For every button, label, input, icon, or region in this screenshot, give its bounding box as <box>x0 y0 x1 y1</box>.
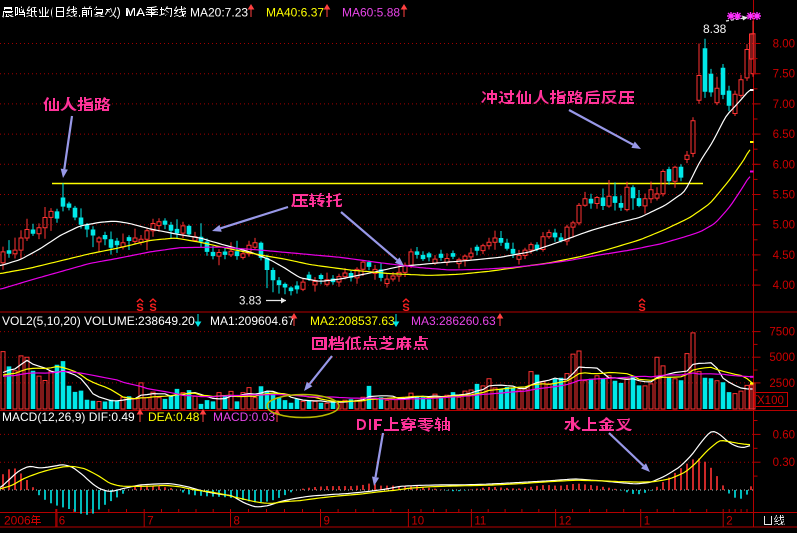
svg-text:5.50: 5.50 <box>773 190 795 202</box>
svg-text:0.30: 0.30 <box>773 457 795 469</box>
svg-text:S: S <box>149 302 156 314</box>
svg-text:8.00: 8.00 <box>773 39 795 51</box>
svg-text:4.50: 4.50 <box>773 250 795 262</box>
svg-text:0.60: 0.60 <box>773 429 795 441</box>
svg-text:S: S <box>136 302 143 314</box>
svg-text:2006: 2006 <box>4 514 31 528</box>
svg-text:7: 7 <box>147 516 153 528</box>
svg-text:6.50: 6.50 <box>773 129 795 141</box>
svg-text:5.00: 5.00 <box>773 220 795 232</box>
svg-text:MA1:209604.67: MA1:209604.67 <box>210 314 295 328</box>
svg-text:7.00: 7.00 <box>773 99 795 111</box>
svg-text:S: S <box>402 302 409 314</box>
svg-text:1: 1 <box>644 516 650 528</box>
svg-text:MA60:5.88: MA60:5.88 <box>342 6 400 20</box>
svg-text:8: 8 <box>234 516 240 528</box>
svg-text:X100: X100 <box>757 395 784 407</box>
svg-text:6.00: 6.00 <box>773 159 795 171</box>
svg-text:5000: 5000 <box>769 352 795 364</box>
svg-text:9: 9 <box>324 516 330 528</box>
svg-text:2500: 2500 <box>769 378 795 390</box>
svg-text:S: S <box>638 302 645 314</box>
svg-text:3.83: 3.83 <box>239 296 261 308</box>
svg-text:6: 6 <box>59 516 65 528</box>
svg-text:7500: 7500 <box>769 327 795 339</box>
svg-text:7.50: 7.50 <box>773 69 795 81</box>
svg-text:2: 2 <box>726 516 732 528</box>
svg-text:VOL2(5,10,20) VOLUME:238649.20: VOL2(5,10,20) VOLUME:238649.20 <box>2 314 195 328</box>
svg-text:10: 10 <box>411 516 424 528</box>
svg-text:DEA:0.48: DEA:0.48 <box>148 410 200 424</box>
svg-text:MA40:6.37: MA40:6.37 <box>266 6 324 20</box>
svg-text:MACD(12,26,9) DIF:0.49: MACD(12,26,9) DIF:0.49 <box>2 410 135 424</box>
svg-text:MA3:286260.63: MA3:286260.63 <box>411 314 496 328</box>
svg-text:MACD:0.03: MACD:0.03 <box>213 410 275 424</box>
svg-text:MA20:7.23: MA20:7.23 <box>190 6 248 20</box>
svg-text:11: 11 <box>474 516 486 528</box>
svg-text:8.38: 8.38 <box>703 22 727 36</box>
svg-text:12: 12 <box>559 516 572 528</box>
svg-text:MA2:208537.63: MA2:208537.63 <box>310 314 395 328</box>
svg-text:4.00: 4.00 <box>773 280 795 292</box>
